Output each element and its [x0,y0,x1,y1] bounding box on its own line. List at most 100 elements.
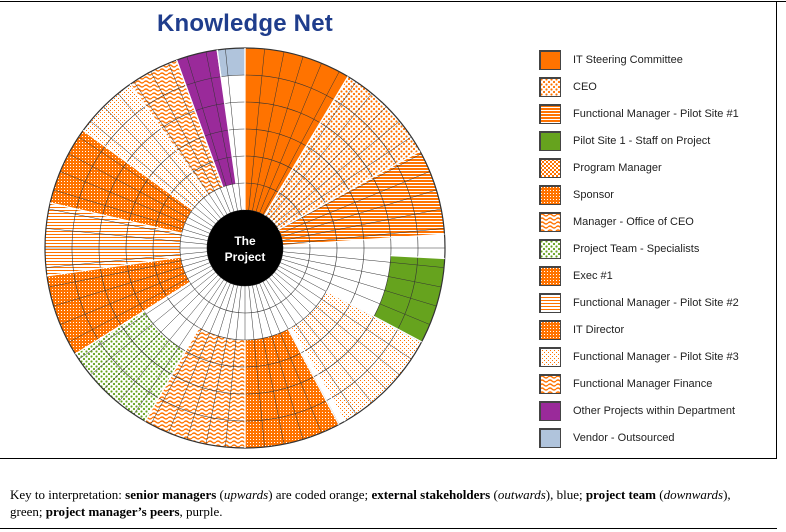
wedge-boundary [390,255,445,260]
ring-spoke [117,277,222,403]
wedge-sponsor [46,257,190,354]
ring-spoke [53,258,209,307]
key-text-4: ( [490,487,498,502]
ring-spoke [276,268,412,360]
bottom-rule [0,528,777,529]
ring-spoke [68,153,212,231]
ring-spoke [168,63,231,213]
ring-spoke [225,285,242,448]
ring-spoke [252,285,285,445]
legend-swatch [539,131,561,151]
ring-spoke [281,258,437,307]
wedge-boundary [216,49,222,77]
legend-label: IT Director [573,324,625,336]
legend-swatch [539,347,561,367]
ring-spoke [281,189,437,238]
ring-spoke [205,51,238,211]
ring-spoke [90,120,216,225]
ring-spoke [271,106,387,222]
legend-item: Other Projects within Department [539,401,774,423]
ring-spoke [280,171,430,234]
frame-top-line [0,1,786,2]
wedge-boundary [82,129,193,211]
legend-label: Sponsor [573,189,614,201]
legend-item: Project Team - Specialists [539,239,774,261]
ring-spoke [90,271,216,376]
key-pm-peers: project manager’s peers [45,504,180,519]
ring-spoke [248,285,265,448]
wedge-boundary [176,59,224,188]
ring-spoke [186,284,235,440]
legend-swatch [539,293,561,313]
knowledge-net-wheel: The Project [44,47,446,449]
ring-spoke [255,56,304,212]
key-project-team: project team [585,487,656,502]
key-text-3: ) are coded orange; [268,487,372,502]
ring-spoke [68,265,212,343]
wedge-boundary [144,350,187,422]
key-external-stakeholders: external stakeholders [371,487,491,502]
ring-spoke [48,255,208,288]
legend-item: Sponsor [539,185,774,207]
ring-spoke [48,208,208,241]
wedge-vendor-outsourced [217,48,245,77]
wedge-manager-office-of-ceo [145,327,245,448]
ring-spoke [274,271,400,376]
legend-item: Functional Manager - Pilot Site #1 [539,104,774,126]
legend-item: Functional Manager - Pilot Site #3 [539,347,774,369]
legend-swatch [539,212,561,232]
wedge-it-steering-committee [245,48,349,216]
legend-label: Other Projects within Department [573,405,736,417]
key-senior-managers: senior managers [125,487,217,502]
chart-title: Knowledge Net [157,10,333,37]
legend-item: CEO [539,77,774,99]
legend-item: Exec #1 [539,266,774,288]
ring-spoke [271,274,387,390]
ring-spoke [265,279,357,415]
legend-label: Exec #1 [573,270,613,282]
legend-label: Functional Manager - Pilot Site #2 [573,297,739,309]
ring-spoke [259,283,322,433]
legend-item: Functional Manager - Pilot Site #2 [539,293,774,315]
ring-spoke [78,268,214,360]
wedge-boundary [325,290,422,343]
ring-spoke [280,262,430,325]
legend-swatch [539,428,561,448]
wedge-boundary [129,83,209,196]
wedge-functional-manager-finance [130,60,223,195]
key-text-2: ( [216,487,224,502]
center-label-line2: Project [225,250,266,264]
wedge-boundary [277,150,421,231]
legend-label: Functional Manager - Pilot Site #3 [573,351,739,363]
legend-item: IT Steering Committee [539,50,774,72]
ring-spoke [282,208,442,241]
wedge-boundary [282,233,445,246]
ring-spoke [103,106,219,222]
ring-spoke [268,277,373,403]
legend-label: Vendor - Outsourced [573,432,675,444]
ring-spoke [150,281,228,425]
legend-label: IT Steering Committee [573,54,683,66]
center-hub [207,210,283,286]
ring-spoke [268,93,373,219]
wedge-functional-manager-pilot-site-3 [83,84,208,210]
legend-item: Manager - Office of CEO [539,212,774,234]
ring-spoke [103,274,219,390]
wedge-functional-manager-pilot-site-1 [278,151,445,246]
ring-spoke [45,251,208,268]
legend-label: Manager - Office of CEO [573,216,694,228]
legend-swatch [539,77,561,97]
wedge-other-projects-within-department [176,49,236,187]
legend-label: Pilot Site 1 - Staff on Project [573,135,711,147]
ring-spoke [248,48,265,211]
wedge-boundary [75,281,191,355]
legend-item: Functional Manager Finance [539,374,774,396]
frame-bottom-line [0,458,777,459]
ring-spoke [78,136,214,228]
ring-spoke [225,48,242,211]
wedge-boundary [49,202,182,234]
legend-label: Functional Manager - Pilot Site #1 [573,108,739,120]
wedge-ceo [264,76,420,230]
ring-spoke [274,120,400,225]
interpretation-key: Key to interpretation: senior managers (… [10,486,750,520]
